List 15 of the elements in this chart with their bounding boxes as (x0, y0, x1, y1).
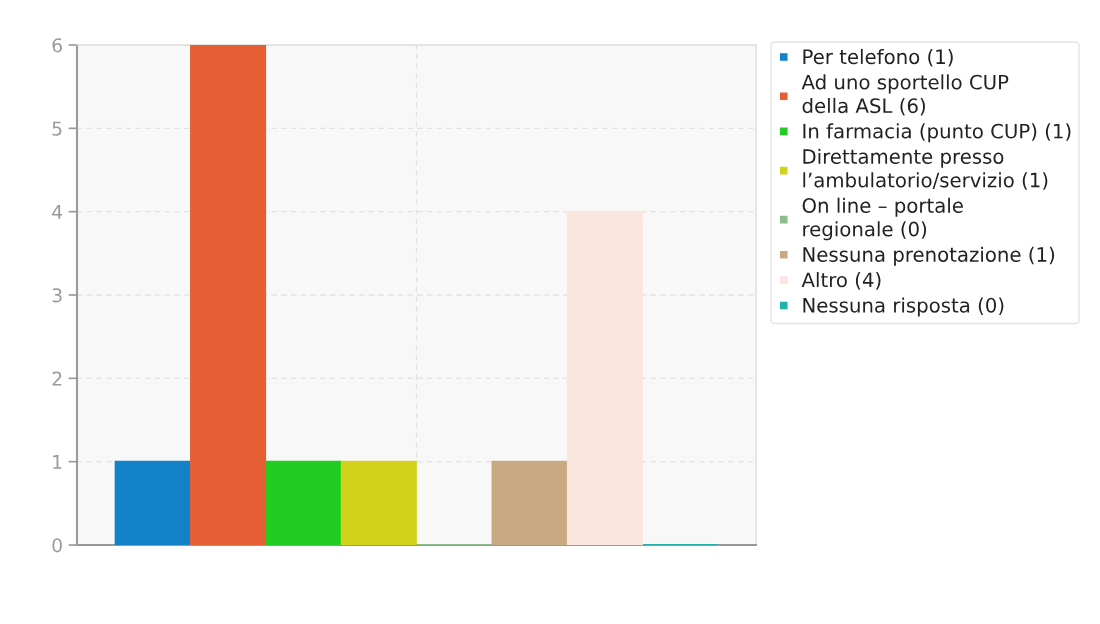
legend-label: Nessuna prenotazione (1) (803, 246, 1055, 266)
legend-label: Direttamente presso l’ambulatorio/servizio (1) (803, 148, 1048, 190)
y-tick-label: 3 (52, 288, 62, 303)
y-tick-label: 5 (52, 121, 62, 136)
y-tick-label: 0 (52, 538, 62, 553)
legend-label: On line – portale regionale (0) (802, 197, 963, 241)
legend-label: Nessuna risposta (0) (803, 297, 1004, 317)
y-tick-label: 2 (52, 371, 62, 386)
y-tick-label: 1 (53, 455, 62, 469)
legend-label: Ad uno sportello CUP della ASL (6) (801, 74, 1009, 116)
legend-label: In farmacia (punto CUP) (1) (803, 123, 1071, 143)
legend-label: Per telefono (1) (803, 48, 953, 67)
y-tick-label: 4 (52, 205, 63, 219)
y-tick-label: 6 (52, 38, 62, 53)
legend-label: Altro (4) (801, 272, 881, 290)
